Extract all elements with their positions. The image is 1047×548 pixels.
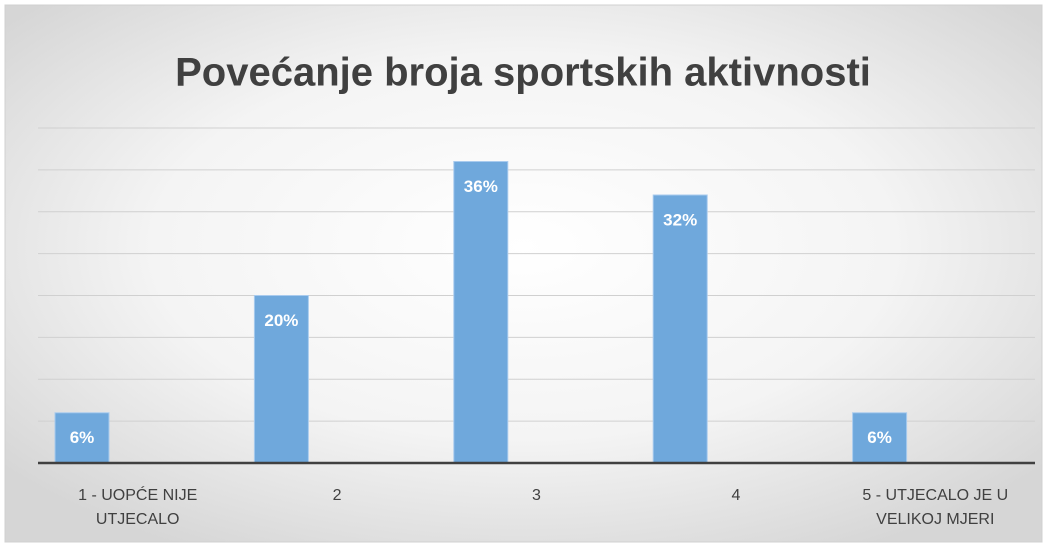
x-tick-label: 5 - UTJECALO JE U VELIKOJ MJERI xyxy=(862,487,1009,528)
chart-title: Povećanje broja sportskih aktivnosti xyxy=(175,51,871,95)
x-tick-label: 2 xyxy=(332,487,342,504)
data-label: 32% xyxy=(663,210,697,229)
data-label: 36% xyxy=(464,177,498,196)
bar xyxy=(652,194,708,464)
data-label: 20% xyxy=(264,311,298,330)
data-label: 6% xyxy=(867,428,892,447)
x-tick-label: 3 xyxy=(532,487,541,504)
bar xyxy=(453,161,509,464)
data-label: 6% xyxy=(70,428,95,447)
x-tick-label: 4 xyxy=(731,487,741,504)
x-tick-label: 1 - UOPĆE NIJE UTJECALO xyxy=(78,487,198,528)
